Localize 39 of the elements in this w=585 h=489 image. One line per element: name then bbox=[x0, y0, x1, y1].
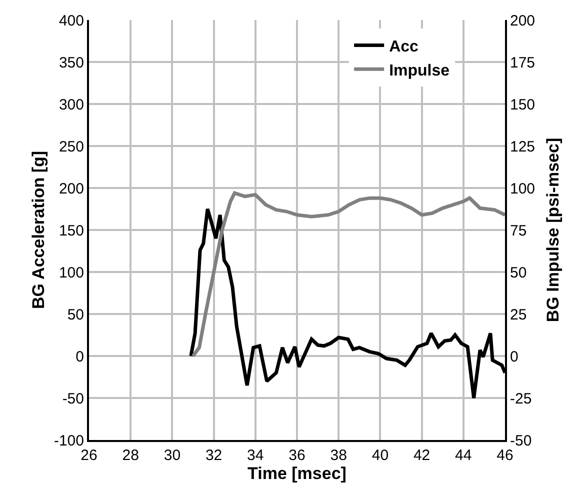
y2-tick-label: 25 bbox=[510, 306, 527, 324]
y2-tick-label: 125 bbox=[510, 138, 536, 156]
x-tick-label: 36 bbox=[288, 447, 306, 464]
y-tick-label: 300 bbox=[58, 96, 84, 114]
legend-label: Acc bbox=[389, 38, 419, 56]
y2-tick-label: 0 bbox=[510, 348, 518, 366]
y2-tick-label: 50 bbox=[510, 264, 527, 282]
x-tick-label: 46 bbox=[496, 447, 514, 464]
y-tick-label: 250 bbox=[58, 138, 84, 156]
y2-tick-label: 175 bbox=[510, 54, 536, 72]
x-tick-label: 30 bbox=[164, 447, 181, 464]
y-tick-label: 350 bbox=[58, 54, 84, 72]
x-tick-label: 42 bbox=[413, 447, 430, 464]
y2-tick-label: 150 bbox=[510, 96, 536, 114]
x-tick-label: 32 bbox=[205, 447, 222, 464]
y2-tick-label: -25 bbox=[510, 390, 532, 408]
y2-axis-title: BG Impulse [psi-msec] bbox=[544, 138, 562, 322]
x-tick-label: 26 bbox=[80, 447, 98, 464]
line-series bbox=[191, 191, 505, 358]
y-tick-label: 50 bbox=[67, 306, 84, 324]
y-tick-label: 150 bbox=[58, 222, 84, 240]
legend-label: Impulse bbox=[389, 62, 450, 80]
y-tick-label: 400 bbox=[58, 12, 84, 30]
y2-tick-label: 100 bbox=[510, 180, 536, 198]
x-tick-label: 40 bbox=[372, 447, 389, 464]
x-tick-label: 34 bbox=[247, 447, 264, 464]
y-tick-label: 0 bbox=[76, 348, 84, 366]
x-axis-title: Time [msec] bbox=[248, 464, 346, 483]
x-tick-label: 38 bbox=[330, 447, 347, 464]
y-tick-label: 200 bbox=[58, 180, 84, 198]
y-tick-label: -100 bbox=[54, 432, 84, 450]
x-tick-label: 28 bbox=[122, 447, 139, 464]
y-axis-title: BG Acceleration [g] bbox=[29, 150, 48, 310]
y-tick-label: -50 bbox=[62, 390, 84, 408]
x-tick-label: 44 bbox=[455, 447, 472, 464]
y-tick-label: 100 bbox=[58, 264, 84, 282]
y2-tick-label: -50 bbox=[510, 432, 532, 450]
y2-tick-label: 200 bbox=[510, 12, 536, 30]
y2-tick-label: 75 bbox=[510, 222, 527, 240]
